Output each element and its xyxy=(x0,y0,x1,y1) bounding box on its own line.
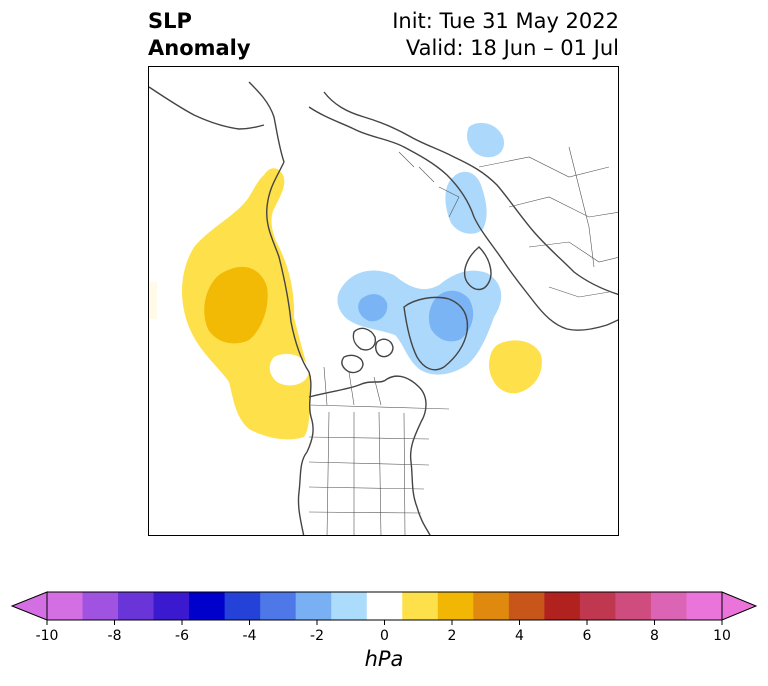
anomaly-fills xyxy=(149,122,542,440)
border-us-states-2 xyxy=(308,436,430,514)
coastlines xyxy=(149,81,618,535)
colorbar-tick-label: 8 xyxy=(650,628,659,644)
anomaly-north-pacific-high-notch xyxy=(269,353,309,386)
init-date: Init: Tue 31 May 2022 xyxy=(392,9,619,33)
colorbar-segment xyxy=(650,592,687,620)
border-eurasia-2 xyxy=(508,196,618,218)
border-us-canada xyxy=(308,404,450,410)
colorbar-segment xyxy=(437,592,474,620)
anomaly-north-atlantic-high xyxy=(489,340,542,394)
border-canada-provinces xyxy=(323,366,382,406)
colorbar-segment xyxy=(260,592,297,620)
colorbar-segment xyxy=(402,592,439,620)
anomaly-arctic-low xyxy=(337,270,502,375)
colorbar-segment xyxy=(544,592,581,620)
border-eurasia-4 xyxy=(548,146,610,298)
colorbar-tick-label: -6 xyxy=(175,628,189,644)
map-title: SLP Anomaly xyxy=(148,8,251,62)
colorbar-extend-high xyxy=(721,591,758,621)
anomaly-arctic-low-core-west xyxy=(358,294,388,322)
border-eurasia-1 xyxy=(478,156,610,178)
title-variable: SLP xyxy=(148,9,192,33)
colorbar-segment xyxy=(331,592,368,620)
colorbar-segment xyxy=(295,592,332,620)
colorbar-segment xyxy=(153,592,190,620)
colorbar-segment xyxy=(366,592,403,620)
coast-eurasia-north xyxy=(308,106,618,331)
colorbar-tick-label: -4 xyxy=(243,628,257,644)
political-borders xyxy=(308,146,618,535)
valid-range: Valid: 18 Jun – 01 Jul xyxy=(405,36,619,60)
colorbar-tick-label: 10 xyxy=(713,628,731,644)
anomaly-arctic-low-core-east xyxy=(428,290,474,342)
colorbar-canvas: -10 -8 -6 -4 -2 0 2 4 6 8 10 xyxy=(10,591,758,644)
coast-arctic-islands xyxy=(341,327,394,374)
anomaly-siberian-low-south xyxy=(445,171,487,234)
colorbar-segment xyxy=(508,592,545,620)
colorbar-tick-label: -8 xyxy=(108,628,122,644)
colorbar-segment xyxy=(47,592,84,620)
colorbar-tick-label: -2 xyxy=(310,628,324,644)
colorbar-segment xyxy=(224,592,261,620)
colorbar-tick-label: 2 xyxy=(448,628,457,644)
colorbar-segment xyxy=(189,592,226,620)
colorbar-segment xyxy=(615,592,652,620)
border-us-states-1 xyxy=(326,411,406,535)
colorbar: -10 -8 -6 -4 -2 0 2 4 6 8 10 xyxy=(0,586,768,686)
colorbar-segment xyxy=(82,592,119,620)
forecast-dates: Init: Tue 31 May 2022 Valid: 18 Jun – 01… xyxy=(392,8,619,62)
coast-scandinavia xyxy=(463,246,492,291)
anomaly-map xyxy=(148,66,619,536)
border-eurasia-3 xyxy=(528,241,618,263)
colorbar-segment xyxy=(579,592,616,620)
colorbar-tick-label: 6 xyxy=(583,628,592,644)
map-canvas xyxy=(149,81,618,535)
coast-alaska xyxy=(248,81,285,163)
colorbar-tick-label: 0 xyxy=(380,628,389,644)
coast-eurasia-inner xyxy=(323,91,618,296)
coast-north-america-west xyxy=(266,161,314,535)
title-field: Anomaly xyxy=(148,36,251,60)
anomaly-north-pacific-high-core xyxy=(204,266,268,344)
colorbar-segment xyxy=(118,592,155,620)
anomaly-north-pacific-high-left xyxy=(149,282,157,319)
colorbar-tick-label: -10 xyxy=(36,628,59,644)
colorbar-extend-low xyxy=(10,591,48,621)
colorbar-unit: hPa xyxy=(364,647,404,671)
coast-greenland xyxy=(403,296,469,371)
border-europe xyxy=(398,151,460,218)
coast-asia-east xyxy=(149,86,265,130)
colorbar-segment xyxy=(686,592,723,620)
coast-north-america-east xyxy=(308,375,431,535)
colorbar-segment xyxy=(473,592,510,620)
colorbar-tick-label: 4 xyxy=(515,628,524,644)
anomaly-siberian-low-north xyxy=(466,122,505,158)
